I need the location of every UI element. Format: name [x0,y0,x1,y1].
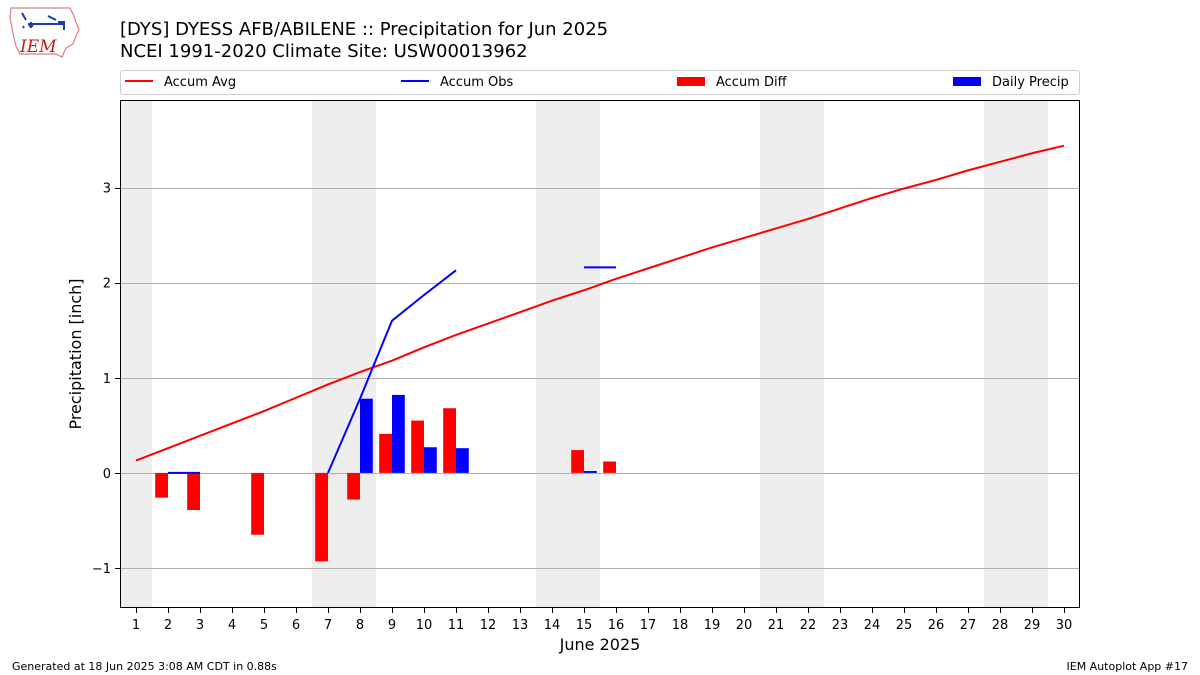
plot-frame [120,100,1080,608]
accum_diff-bar-2 [155,472,168,498]
accum_diff-bar-11 [443,408,456,473]
accum_diff-bar-15 [571,450,584,473]
x-axis-label: June 2025 [559,635,641,654]
bar-marks [155,394,616,562]
x-tick-label-1: 1 [132,618,140,633]
y-axis: −1 0 1 2 3 [92,182,120,577]
x-tick-label-10: 10 [416,618,433,633]
legend-swatch-daily_precip [953,77,981,86]
weekend-band-0 [120,100,152,608]
x-tick-label-14: 14 [544,618,561,633]
x-tick-label-23: 23 [832,618,849,633]
accum-avg-line [135,144,1065,462]
accum_diff-bar-9 [379,433,392,473]
daily_precip-bar-15 [584,471,597,473]
legend-label-accum_avg: Accum Avg [164,75,236,90]
x-axis: 1 2 3 4 5 6 7 8 9 10 11 12 13 14 15 16 17 18 19 20 21 22 23 24 2… [132,608,1072,633]
legend-frame [120,70,1080,95]
legend-label-accum_diff: Accum Diff [716,75,788,90]
y-tick-label-3: 3 [103,182,111,197]
x-tick-label-25: 25 [896,618,913,633]
x-tick-label-12: 12 [480,618,497,633]
weekend-band-3 [760,100,824,608]
x-tick-label-8: 8 [356,618,364,633]
x-tick-label-6: 6 [292,618,300,633]
x-tick-label-20: 20 [736,618,753,633]
x-tick-label-16: 16 [608,618,625,633]
y-axis-label: Precipitation [inch] [66,278,85,429]
x-tick-label-15: 15 [576,618,593,633]
x-tick-label-13: 13 [512,618,529,633]
chart-subtitle: NCEI 1991-2020 Climate Site: USW00013962 [120,41,528,62]
generated-footer: Generated at 18 Jun 2025 3:08 AM CDT in … [12,660,277,673]
accum_diff-bar-8 [347,472,360,500]
legend-swatch-accum_diff [677,77,705,86]
chart-legend: Accum Avg Accum Obs Accum Diff Daily Precip [120,70,1080,95]
accum_diff-bar-10 [411,420,424,473]
x-tick-label-22: 22 [800,618,817,633]
line-marks [135,144,1065,474]
y-tick-label-1: 1 [103,372,111,387]
x-tick-label-26: 26 [928,618,945,633]
x-tick-label-3: 3 [196,618,204,633]
accum_diff-bar-5 [251,472,264,535]
iem-logo: IEM [9,7,80,58]
x-tick-label-19: 19 [704,618,721,633]
x-tick-label-27: 27 [960,618,977,633]
daily_precip-bar-9 [392,394,405,473]
x-tick-label-11: 11 [448,618,465,633]
x-tick-label-24: 24 [864,618,881,633]
y-tick-label-0: 0 [103,467,111,482]
app-footer: IEM Autoplot App #17 [1067,660,1189,673]
accum_diff-bar-3 [187,472,200,511]
x-tick-label-4: 4 [228,618,236,633]
x-tick-label-9: 9 [388,618,396,633]
legend-label-daily_precip: Daily Precip [992,75,1069,90]
weekend-band-4 [984,100,1048,608]
x-tick-label-21: 21 [768,618,785,633]
x-tick-label-29: 29 [1024,618,1041,633]
x-tick-label-17: 17 [640,618,657,633]
station-dot-icon [28,22,34,28]
grid-lines [120,188,1080,569]
daily_precip-bar-11 [456,448,469,473]
x-tick-label-18: 18 [672,618,689,633]
daily_precip-bar-8 [360,398,373,473]
weekend-band-2 [536,100,600,608]
y-tick-label-2: 2 [103,277,111,292]
chart-title: [DYS] DYESS AFB/ABILENE :: Precipitation… [120,19,608,40]
iowa-outline-icon [9,7,80,58]
x-tick-label-30: 30 [1056,618,1073,633]
x-tick-label-7: 7 [324,618,332,633]
accum_diff-bar-16 [603,461,616,473]
daily_precip-bar-10 [424,447,437,473]
logo-text: IEM [19,37,57,57]
x-tick-label-5: 5 [260,618,268,633]
legend-label-accum_obs: Accum Obs [440,75,513,90]
accum-obs-line-segment-1 [327,269,457,474]
x-tick-label-2: 2 [164,618,172,633]
x-tick-label-28: 28 [992,618,1009,633]
accum_diff-bar-7 [315,472,328,562]
y-tick-label--1: −1 [92,562,111,577]
